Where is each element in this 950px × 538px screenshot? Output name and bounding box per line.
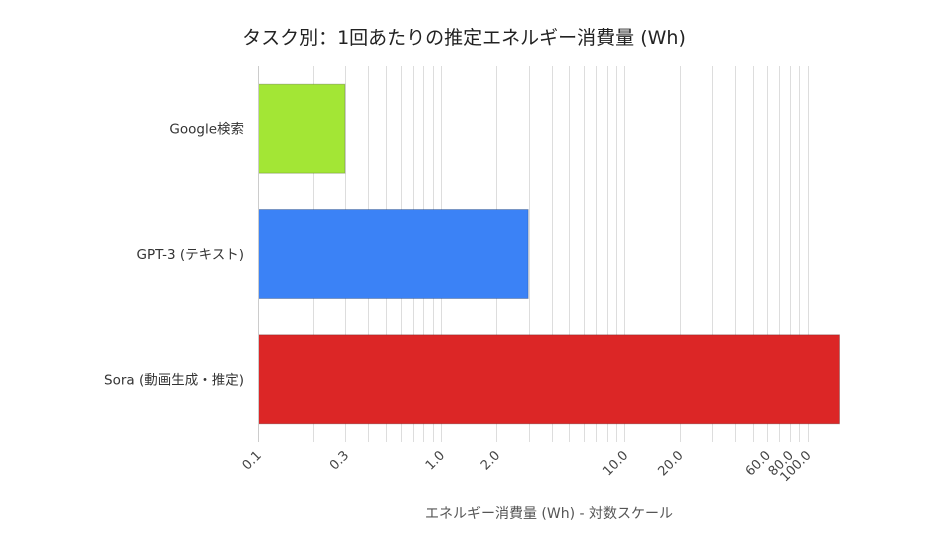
category-labels: Google検索 GPT-3 (テキスト) Sora (動画生成・推定): [104, 122, 244, 389]
x-tick-label-2: 1.0: [423, 448, 448, 473]
category-label-0: Google検索: [169, 122, 244, 138]
x-tick-label-3: 2.0: [478, 448, 503, 473]
x-tick-label-0: 0.1: [240, 448, 265, 473]
x-tick-label-1: 0.3: [327, 448, 352, 473]
chart-title: タスク別：1回あたりの推定エネルギー消費量 (Wh): [242, 27, 686, 49]
x-axis-title: エネルギー消費量 (Wh) - 対数スケール: [425, 506, 673, 522]
bars: [258, 83, 840, 425]
x-tick-label-4: 10.0: [600, 448, 631, 479]
bar-2: [258, 334, 840, 425]
category-label-2: Sora (動画生成・推定): [104, 372, 244, 388]
bar-0: [258, 83, 346, 174]
x-tick-label-5: 20.0: [655, 448, 686, 479]
x-tick-label-6: 60.0: [743, 448, 774, 479]
category-label-1: GPT-3 (テキスト): [137, 247, 245, 263]
bar-1: [258, 209, 529, 299]
